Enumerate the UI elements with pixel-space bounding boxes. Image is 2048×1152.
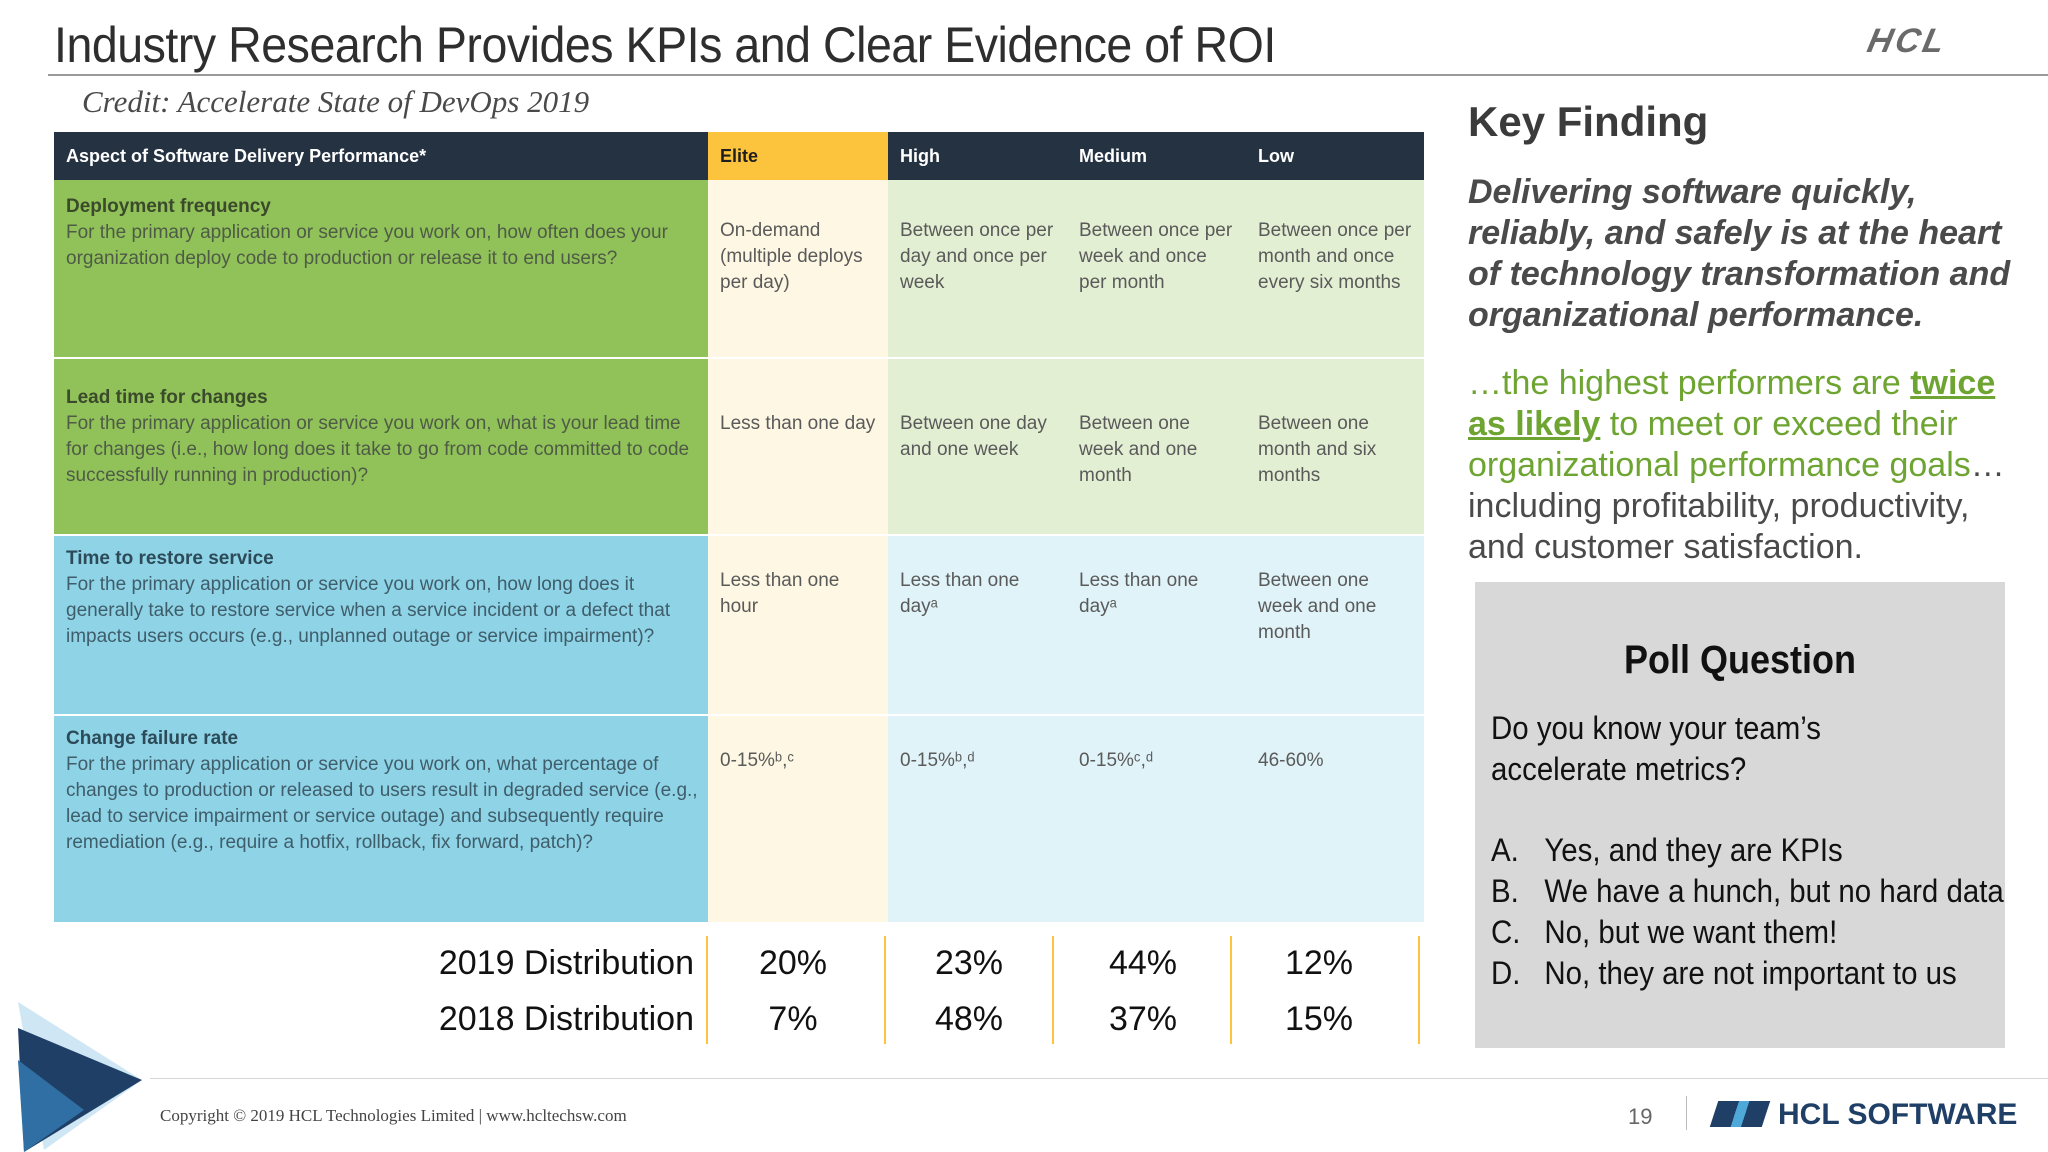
hcl-logo: HCL	[1864, 22, 1952, 60]
high-cell: Between once per day and once per week	[888, 180, 1067, 357]
footer-separator	[1686, 1096, 1687, 1130]
elite-cell: Less than one hour	[708, 536, 888, 714]
performance-table: Aspect of Software Delivery Performance*…	[54, 132, 1424, 922]
elite-cell: On-demand (multiple deploys per day)	[708, 180, 888, 357]
high-cell: 0-15%ᵇ,ᵈ	[888, 716, 1067, 922]
key-finding-body: …the highest performers are twice as lik…	[1468, 363, 2028, 568]
distribution-value: 15%	[1284, 1000, 1354, 1038]
poll-option: C. No, but we want them!	[1491, 914, 1837, 951]
distribution-value: 12%	[1284, 944, 1354, 982]
distribution-value: 23%	[934, 944, 1004, 982]
poll-option-text: We have a hunch, but no hard data	[1544, 873, 2004, 909]
aspect-description: For the primary application or service y…	[66, 574, 671, 647]
distribution-divider	[884, 936, 886, 1044]
elite-cell: 0-15%ᵇ,ᶜ	[708, 716, 888, 922]
elite-cell: Less than one day	[708, 359, 888, 534]
poll-option: B. We have a hunch, but no hard data	[1491, 873, 2004, 910]
page-number: 19	[1628, 1104, 1653, 1129]
low-cell: Between one week and one month	[1246, 536, 1424, 714]
poll-option-letter: D.	[1491, 955, 1521, 991]
poll-title: Poll Question	[1623, 638, 1857, 682]
poll-option-text: No, they are not important to us	[1544, 955, 1957, 991]
medium-cell: Between once per week and once per month	[1067, 180, 1246, 357]
distribution-divider	[1230, 936, 1232, 1044]
header-aspect: Aspect of Software Delivery Performance*	[54, 132, 708, 180]
header-medium: Medium	[1067, 132, 1246, 180]
key-finding-statement: Delivering software quickly, reliably, a…	[1468, 173, 2011, 334]
aspect-title: Lead time for changes	[66, 387, 268, 408]
medium-cell: Less than one dayᵃ	[1067, 536, 1246, 714]
header-elite: Elite	[708, 132, 888, 180]
copyright-text: Copyright © 2019 HCL Technologies Limite…	[160, 1106, 627, 1125]
decorative-triangle-icon	[18, 1002, 142, 1152]
low-cell: 46-60%	[1246, 716, 1424, 922]
poll-question: Do you know your team’s accelerate metri…	[1491, 710, 1821, 787]
aspect-description: For the primary application or service y…	[66, 222, 668, 269]
aspect-title: Time to restore service	[66, 548, 274, 569]
distribution-value: 7%	[768, 1000, 818, 1038]
distribution-divider	[1418, 936, 1420, 1044]
body-green-text: …the highest performers are	[1468, 364, 1911, 402]
distribution-value: 44%	[1108, 944, 1178, 982]
high-cell: Less than one dayᵃ	[888, 536, 1067, 714]
header-high: High	[888, 132, 1067, 180]
aspect-cell-restore: Time to restore service For the primary …	[54, 536, 708, 714]
aspect-cell-failure-rate: Change failure rate For the primary appl…	[54, 716, 708, 922]
body-text: … including profitability, productivity,…	[1468, 446, 2005, 566]
distribution-label-2019: 2019 Distribution	[438, 944, 694, 982]
body-green-text: to meet or exceed their organizational p…	[1468, 405, 1971, 484]
distribution-value: 20%	[758, 944, 828, 982]
aspect-description: For the primary application or service y…	[66, 413, 690, 486]
aspect-cell-deployment: Deployment frequency For the primary app…	[54, 180, 708, 357]
key-finding-heading: Key Finding	[1468, 98, 1709, 145]
aspect-cell-lead-time: Lead time for changes For the primary ap…	[54, 359, 708, 534]
low-cell: Between once per month and once every si…	[1246, 180, 1424, 357]
poll-option-text: Yes, and they are KPIs	[1544, 832, 1843, 868]
medium-cell: 0-15%ᶜ,ᵈ	[1067, 716, 1246, 922]
high-cell: Between one day and one week	[888, 359, 1067, 534]
header-low: Low	[1246, 132, 1424, 180]
slide-title: Industry Research Provides KPIs and Clea…	[54, 17, 1276, 73]
hcl-software-logo: HCL SOFTWARE	[1709, 1098, 2017, 1132]
poll-option: A. Yes, and they are KPIs	[1491, 832, 1843, 869]
aspect-title: Deployment frequency	[66, 196, 271, 217]
low-cell: Between one month and six months	[1246, 359, 1424, 534]
distribution-label-2018: 2018 Distribution	[438, 1000, 694, 1038]
credit-text: Credit: Accelerate State of DevOps 2019	[82, 84, 590, 119]
aspect-description: For the primary application or service y…	[66, 754, 698, 853]
poll-option-letter: B.	[1491, 873, 1519, 909]
poll-option-letter: A.	[1491, 832, 1519, 868]
poll-option-text: No, but we want them!	[1544, 914, 1838, 950]
poll-option-letter: C.	[1491, 914, 1521, 950]
distribution-value: 37%	[1108, 1000, 1178, 1038]
medium-cell: Between one week and one month	[1067, 359, 1246, 534]
poll-option: D. No, they are not important to us	[1491, 955, 1957, 992]
footer-divider	[150, 1078, 2048, 1079]
aspect-title: Change failure rate	[66, 728, 239, 749]
distribution-value: 48%	[934, 1000, 1004, 1038]
body-emphasis: twice as likely	[1468, 364, 1996, 443]
distribution-divider	[1052, 936, 1054, 1044]
title-divider	[48, 74, 2048, 76]
distribution-divider	[706, 936, 708, 1044]
hcl-mark-icon	[1709, 1101, 1771, 1127]
poll-question-box: Poll Question Do you know your team’s ac…	[1475, 582, 2005, 1048]
